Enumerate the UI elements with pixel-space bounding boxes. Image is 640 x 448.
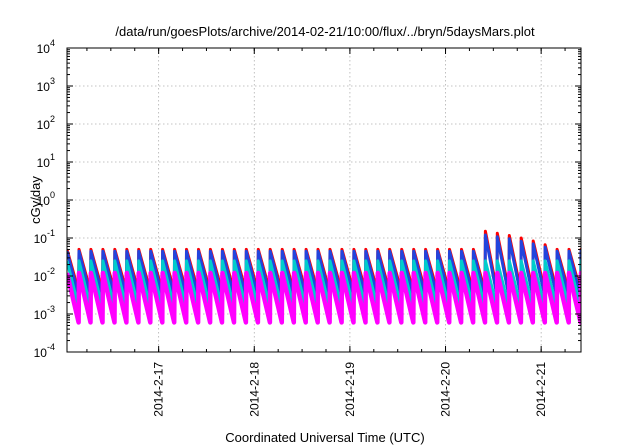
x-tick-label: 2014-2-17: [152, 362, 166, 417]
y-tick-label: 10-4: [34, 342, 55, 360]
chart-title: /data/run/goesPlots/archive/2014-02-21/1…: [115, 24, 535, 39]
x-tick-label: 2014-2-19: [343, 362, 357, 417]
x-axis-ticks: 2014-2-17 2014-2-18 2014-2-19 2014-2-20 2014…: [86, 48, 566, 417]
y-tick-label: 103: [37, 76, 55, 94]
x-axis-label: Coordinated Universal Time (UTC): [225, 430, 424, 445]
y-axis-label: cGy/day: [28, 176, 43, 224]
y-tick-label: 10-3: [34, 304, 55, 322]
y-tick-label: 10-2: [34, 266, 55, 284]
x-tick-label: 2014-2-18: [247, 362, 261, 417]
y-tick-label: 100: [37, 190, 55, 208]
y-axis-ticks: 10-4 10-3 10-2 10-1 100 101 102 103 104: [34, 38, 581, 360]
x-tick-label: 2014-2-20: [439, 362, 453, 417]
series-line: [67, 270, 581, 325]
y-tick-label: 104: [37, 38, 55, 56]
x-tick-label: 2014-2-21: [534, 362, 548, 417]
series-group: [67, 229, 581, 325]
y-tick-label: 10-1: [34, 228, 55, 246]
y-tick-label: 102: [37, 114, 55, 132]
y-tick-label: 101: [37, 152, 55, 170]
